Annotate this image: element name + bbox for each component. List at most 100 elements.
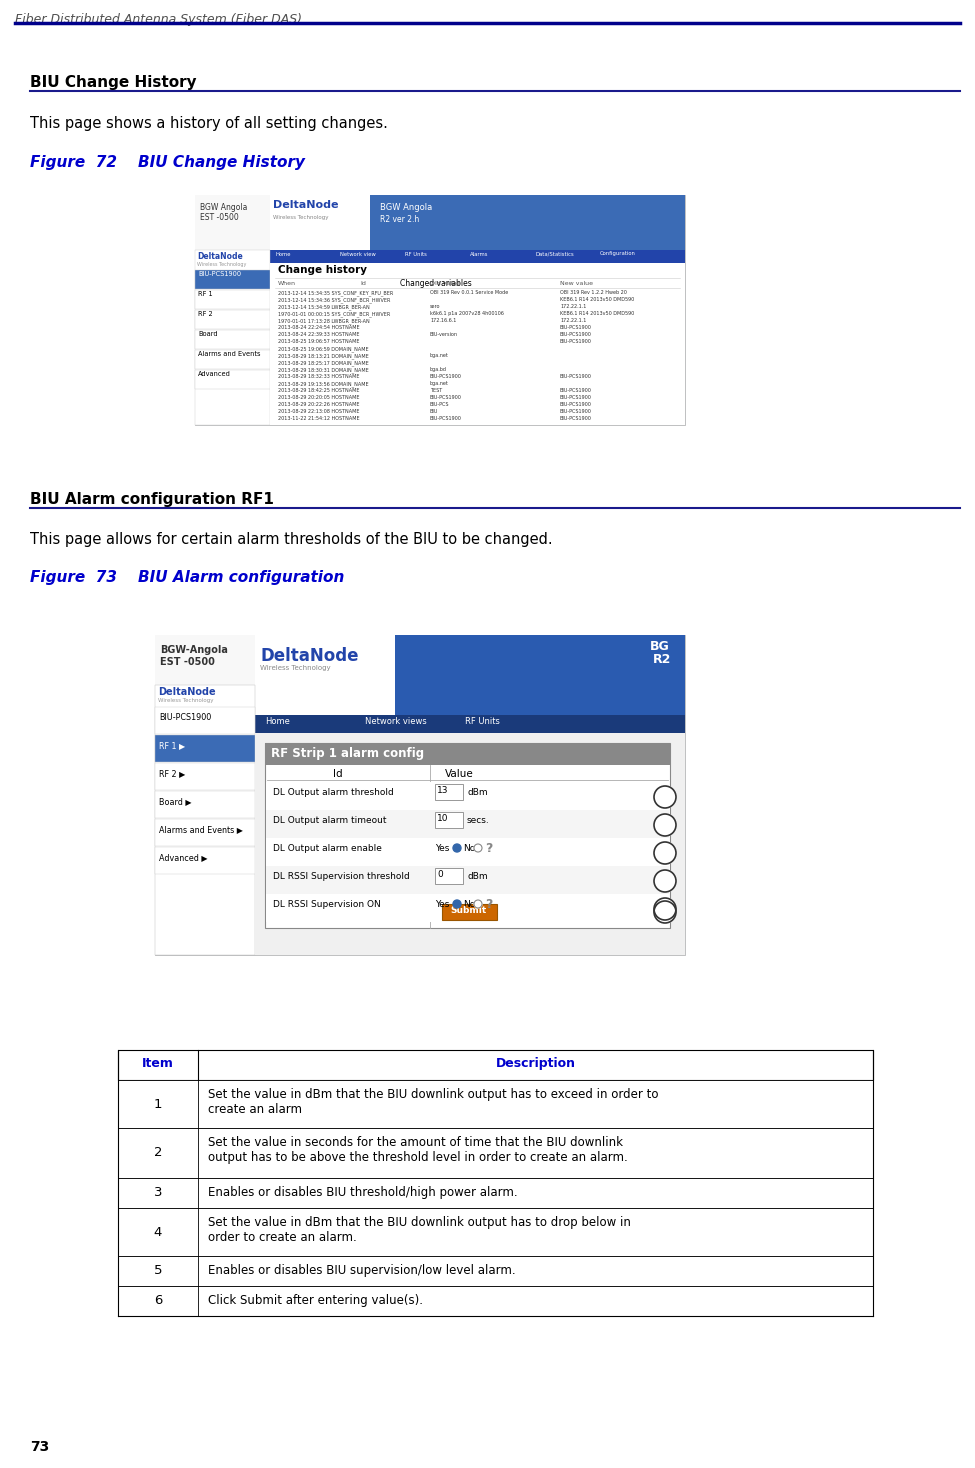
- Text: Wireless Technology: Wireless Technology: [158, 697, 214, 703]
- Text: This page shows a history of all setting changes.: This page shows a history of all setting…: [30, 116, 388, 131]
- Text: Network views: Network views: [365, 716, 427, 727]
- Text: 6: 6: [154, 1295, 162, 1308]
- Circle shape: [654, 901, 676, 923]
- Text: R2 ver 2.h: R2 ver 2.h: [380, 214, 419, 225]
- Text: DL Output alarm timeout: DL Output alarm timeout: [273, 816, 386, 825]
- Text: Old value: Old value: [430, 280, 460, 286]
- Circle shape: [474, 900, 482, 909]
- FancyBboxPatch shape: [155, 763, 255, 790]
- Circle shape: [654, 871, 676, 893]
- Text: 2013-11-22 21:54:12 HOSTNAME: 2013-11-22 21:54:12 HOSTNAME: [278, 415, 360, 421]
- FancyBboxPatch shape: [266, 894, 669, 922]
- Text: 2013-12-14 15:34:36 SYS_CONF_BCR_HWVER: 2013-12-14 15:34:36 SYS_CONF_BCR_HWVER: [278, 297, 390, 302]
- Text: Advanced ▶: Advanced ▶: [159, 853, 208, 862]
- Text: No: No: [463, 844, 475, 853]
- Text: 1970-01-01 17:13:28 LWBGR_BER-AN: 1970-01-01 17:13:28 LWBGR_BER-AN: [278, 319, 370, 323]
- Text: BIU-PCS1900: BIU-PCS1900: [560, 410, 592, 414]
- Text: DeltaNode: DeltaNode: [260, 647, 359, 665]
- FancyBboxPatch shape: [270, 195, 370, 250]
- Text: 172.22.1.1: 172.22.1.1: [560, 319, 586, 323]
- Text: BIU-PCS1900: BIU-PCS1900: [560, 332, 592, 338]
- Text: RF Strip 1 alarm config: RF Strip 1 alarm config: [271, 747, 424, 760]
- Text: DeltaNode: DeltaNode: [158, 687, 215, 697]
- FancyBboxPatch shape: [155, 819, 255, 846]
- Text: secs.: secs.: [467, 816, 489, 825]
- Text: ?: ?: [485, 843, 492, 854]
- Text: Wireless Technology: Wireless Technology: [273, 214, 329, 220]
- FancyBboxPatch shape: [255, 733, 685, 956]
- Text: This page allows for certain alarm thresholds of the BIU to be changed.: This page allows for certain alarm thres…: [30, 531, 553, 548]
- FancyBboxPatch shape: [195, 370, 270, 389]
- Text: DeltaNode: DeltaNode: [197, 252, 243, 261]
- Text: Data/Statistics: Data/Statistics: [535, 251, 573, 257]
- Text: Yes: Yes: [435, 844, 449, 853]
- Text: Item: Item: [142, 1057, 174, 1070]
- FancyBboxPatch shape: [195, 291, 270, 308]
- Text: DL RSSI Supervision threshold: DL RSSI Supervision threshold: [273, 872, 410, 881]
- FancyBboxPatch shape: [266, 810, 669, 838]
- Text: BIU-PCS1900: BIU-PCS1900: [560, 339, 592, 344]
- Text: When: When: [278, 280, 296, 286]
- Text: Board: Board: [198, 330, 217, 338]
- Text: BIU Alarm configuration RF1: BIU Alarm configuration RF1: [30, 492, 274, 506]
- Text: 73: 73: [30, 1440, 50, 1453]
- Text: 2: 2: [661, 818, 669, 828]
- Text: Set the value in dBm that the BIU downlink output has to drop below in
order to : Set the value in dBm that the BIU downli…: [208, 1216, 631, 1243]
- Text: BIU-version: BIU-version: [430, 332, 458, 338]
- Text: 2013-08-25 19:06:59 DOMAIN_NAME: 2013-08-25 19:06:59 DOMAIN_NAME: [278, 346, 369, 352]
- Text: bga.bd: bga.bd: [430, 367, 447, 371]
- Text: bga.net: bga.net: [430, 352, 449, 358]
- FancyBboxPatch shape: [270, 250, 685, 263]
- Text: Figure  72    BIU Change History: Figure 72 BIU Change History: [30, 156, 305, 170]
- Text: No: No: [463, 900, 475, 909]
- Text: DL Output alarm threshold: DL Output alarm threshold: [273, 788, 394, 797]
- Text: DL RSSI Supervision ON: DL RSSI Supervision ON: [273, 900, 381, 909]
- FancyBboxPatch shape: [255, 715, 685, 733]
- Text: Description: Description: [495, 1057, 575, 1070]
- FancyBboxPatch shape: [270, 195, 685, 250]
- FancyBboxPatch shape: [195, 310, 270, 329]
- Text: BIU-PCS1900: BIU-PCS1900: [560, 415, 592, 421]
- Text: Fiber Distributed Antenna System (Fiber DAS): Fiber Distributed Antenna System (Fiber …: [15, 13, 302, 26]
- Text: k6k6.1 p1a 2007v28 4h00106: k6k6.1 p1a 2007v28 4h00106: [430, 311, 504, 316]
- Text: 1: 1: [154, 1098, 162, 1110]
- Text: DL Output alarm enable: DL Output alarm enable: [273, 844, 382, 853]
- Text: RF Units: RF Units: [465, 716, 500, 727]
- FancyBboxPatch shape: [118, 1050, 873, 1080]
- Text: 5: 5: [661, 901, 669, 912]
- Text: BIU-PCS1900: BIU-PCS1900: [430, 374, 462, 379]
- Text: Change history: Change history: [278, 266, 367, 275]
- Text: Set the value in seconds for the amount of time that the BIU downlink
output has: Set the value in seconds for the amount …: [208, 1136, 628, 1164]
- Text: bga.net: bga.net: [430, 382, 449, 386]
- Text: ?: ?: [485, 898, 492, 912]
- Text: 2013-08-29 19:13:56 DOMAIN_NAME: 2013-08-29 19:13:56 DOMAIN_NAME: [278, 382, 369, 386]
- Text: 5: 5: [154, 1264, 162, 1277]
- Text: dBm: dBm: [467, 872, 488, 881]
- Text: 0: 0: [437, 871, 443, 879]
- Text: BIU Change History: BIU Change History: [30, 75, 197, 90]
- Text: Wireless Technology: Wireless Technology: [260, 665, 331, 671]
- FancyBboxPatch shape: [255, 636, 395, 715]
- FancyBboxPatch shape: [155, 636, 255, 956]
- Text: BIU-PCS1900: BIU-PCS1900: [560, 374, 592, 379]
- FancyBboxPatch shape: [266, 866, 669, 894]
- Text: BGW-Angola: BGW-Angola: [160, 644, 228, 655]
- Text: sero: sero: [430, 304, 441, 308]
- Circle shape: [453, 844, 461, 851]
- Text: 4: 4: [661, 873, 669, 884]
- FancyBboxPatch shape: [395, 636, 685, 715]
- FancyBboxPatch shape: [442, 904, 497, 920]
- Text: Home: Home: [275, 251, 291, 257]
- Text: 2013-08-29 18:30:31 DOMAIN_NAME: 2013-08-29 18:30:31 DOMAIN_NAME: [278, 367, 369, 373]
- FancyBboxPatch shape: [195, 195, 270, 426]
- Text: OBI 319 Rev 0.0.1 Service Mode: OBI 319 Rev 0.0.1 Service Mode: [430, 291, 508, 295]
- FancyBboxPatch shape: [155, 847, 255, 873]
- FancyBboxPatch shape: [266, 782, 669, 810]
- Text: KEB6.1 R14 2013v50 DMD590: KEB6.1 R14 2013v50 DMD590: [560, 297, 635, 302]
- Text: 1: 1: [661, 790, 669, 800]
- Text: 1970-01-01 00:00:15 SYS_CONF_BCR_HWVER: 1970-01-01 00:00:15 SYS_CONF_BCR_HWVER: [278, 311, 390, 317]
- FancyBboxPatch shape: [195, 250, 270, 426]
- FancyBboxPatch shape: [118, 1286, 873, 1315]
- Text: Yes: Yes: [435, 900, 449, 909]
- Text: Changed variables: Changed variables: [400, 279, 472, 288]
